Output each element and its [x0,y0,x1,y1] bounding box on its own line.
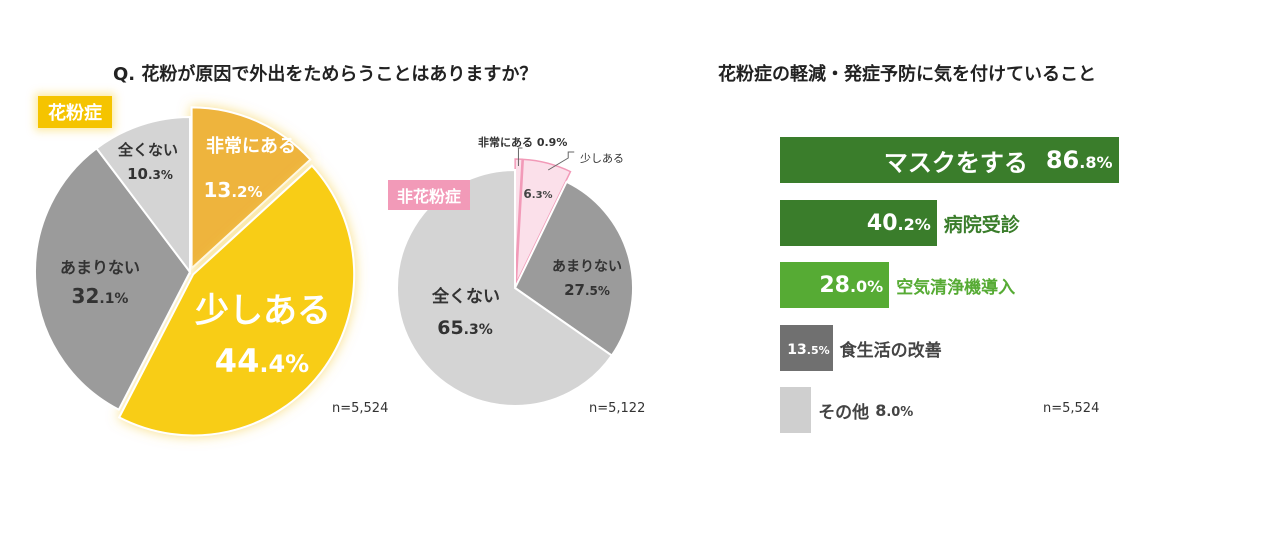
bar-value-4: 8.0% [875,400,914,420]
bar-0: マスクをする 86.8% [780,137,1119,183]
pollen-n-label: n=5,524 [332,401,389,416]
left-chart-title: Q. 花粉が原因で外出をためらうことはありますか？ [113,64,538,85]
pie2-leader-0 [517,147,523,167]
bar-2: 28.0% [780,262,890,308]
right-chart-title: 花粉症の軽減・発症予防に気を付けていること [718,64,1096,85]
bar-value-1: 40.2% [866,210,931,236]
bar-label-4: その他 [818,402,870,423]
pie1-value-0: 13.2% [203,178,262,202]
bar-row-4: その他 8.0% [780,387,913,433]
pollen-pie-chart: 非常にある 13.2% 少しある 44.4% あまりない 32.1% 全くない 10.3% [34,106,356,437]
bar-row-2: 28.0% 空気清浄機導入 [780,262,1015,308]
pie2-label-3: 全くない [431,286,500,307]
pie2-slice-1 [515,158,572,284]
non-pollen-group-tag: 非花粉症 [388,180,471,210]
pie1-label-2: あまりない [60,258,140,277]
non-pollen-pie-chart: 非常にある 0.9% 少しある 6.3% あまりない 27.5% 全くない 65.3% [396,135,634,407]
bar-3: 13.5% [780,325,833,371]
pie2-leader-1 [547,151,575,171]
bar-value-3: 13.5% [787,341,830,358]
pie2-label-2: あまりない [552,259,622,275]
non-pollen-n-label: n=5,122 [589,401,646,416]
bar-row-0: マスクをする 86.8% [780,137,1119,183]
bar-value-0: 86.8% [1045,146,1113,174]
pie1-label-1: 少しある [195,291,331,331]
bar-4 [780,387,812,433]
bar-value-2: 28.0% [819,272,884,298]
pie2-label-0: 非常にある 0.9% [478,135,567,149]
bar-label-2: 空気清浄機導入 [896,277,1016,298]
pie1-slice-1 [117,164,356,437]
bar-label-1: 病院受診 [943,213,1020,236]
pie1-slice-3 [95,115,191,275]
bar-row-1: 40.2% 病院受診 [780,200,1020,246]
bar-label-0: マスクをする [883,148,1028,177]
bar-1: 40.2% [780,200,937,246]
bar-label-3: 食生活の改善 [839,340,942,361]
pie2-value-3: 65.3% [437,317,493,339]
bar-row-3: 13.5% 食生活の改善 [780,325,942,371]
pie2-slice-2 [513,180,634,357]
pie1-slice-2 [34,146,192,412]
pie1-label-0: 非常にある [206,135,296,157]
pie2-value-1: 6.3% [523,187,552,201]
pie1-value-3: 10.3% [127,165,173,183]
pie2-value-2: 27.5% [564,281,610,299]
pie1-value-2: 32.1% [72,284,129,308]
pie2-label-1: 少しある [580,152,624,165]
measures-n-label: n=5,524 [1043,401,1100,416]
pollen-group-tag: 花粉症 [38,96,112,128]
pie1-label-3: 全くない [117,141,178,159]
pie1-slice-0 [190,106,312,271]
pie1-value-1: 44.4% [215,342,309,380]
